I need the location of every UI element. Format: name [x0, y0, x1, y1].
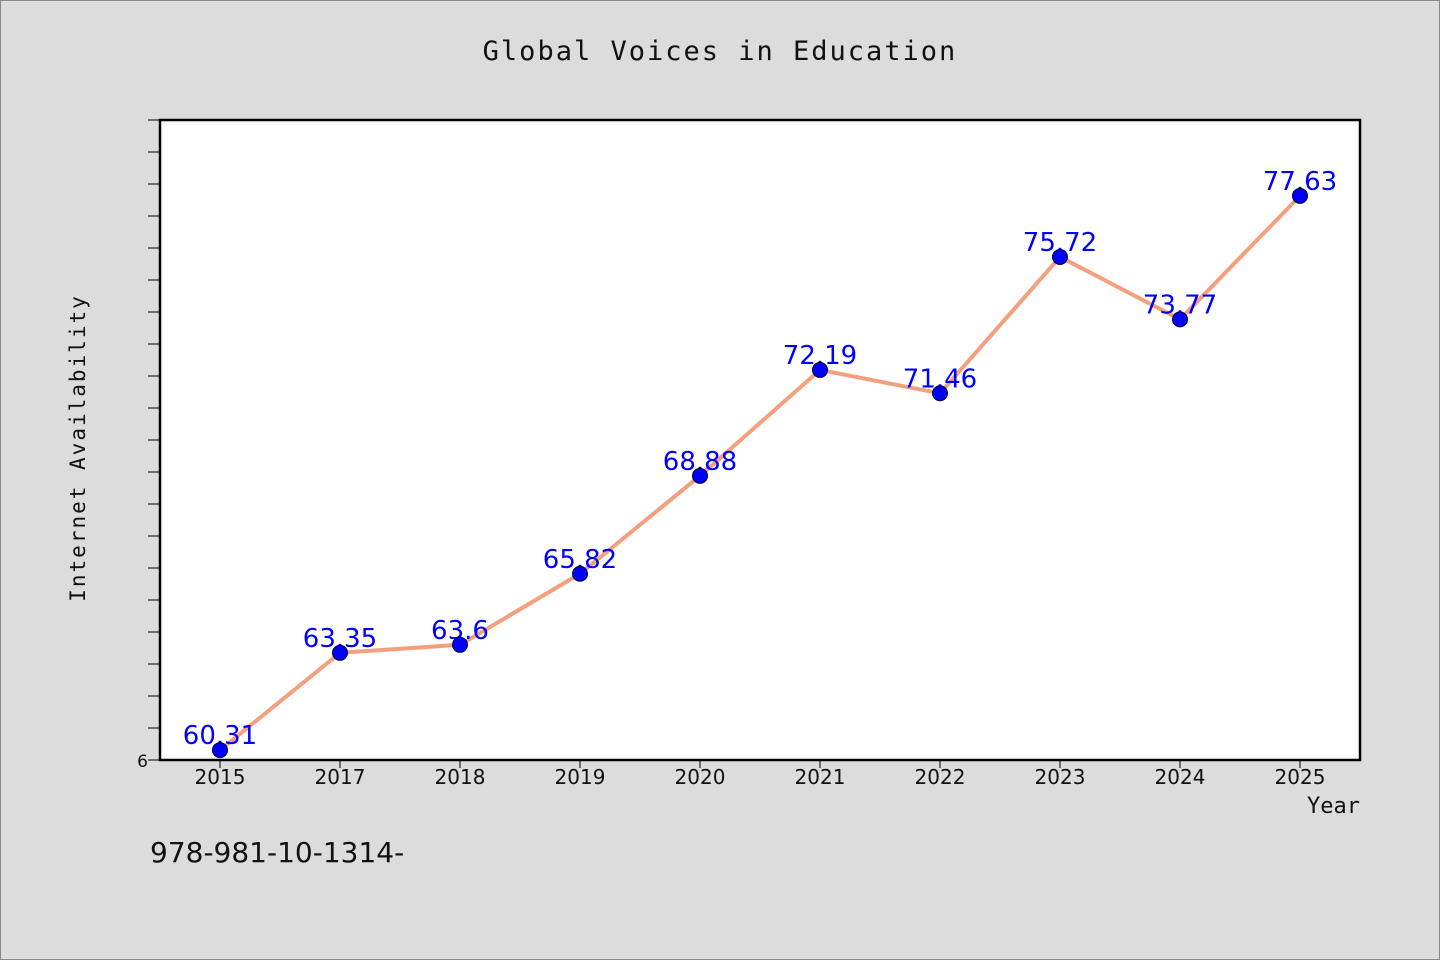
series-line [218, 194, 1302, 752]
data-point [932, 385, 948, 402]
data-point [572, 565, 588, 582]
x-tick-label: 2024 [1155, 765, 1206, 789]
x-tick-label: 2017 [315, 765, 366, 789]
data-point [812, 361, 828, 378]
x-tick-label: 2023 [1035, 765, 1086, 789]
x-tick-label: 2019 [555, 765, 606, 789]
data-point [1172, 311, 1188, 328]
x-tick-label: 2021 [795, 765, 846, 789]
plot-area [160, 120, 1360, 760]
x-tick-label: 2022 [915, 765, 966, 789]
x-tick-label: 2020 [675, 765, 726, 789]
chart-title: Global Voices in Education [482, 36, 958, 67]
y-tick-label: 6 [137, 752, 148, 772]
data-point [332, 644, 348, 661]
data-point [212, 742, 228, 759]
data-point [452, 636, 468, 653]
x-tick-label: 2025 [1275, 765, 1326, 789]
data-point [1052, 248, 1068, 265]
data-point [692, 467, 708, 484]
data-point [1292, 187, 1308, 204]
x-tick-label: 2018 [435, 765, 486, 789]
x-tick-label: 2015 [195, 765, 246, 789]
footer-code: 978-981-10-1314- [150, 836, 405, 869]
plot-border [158, 118, 1362, 762]
x-axis-label: Year [1307, 794, 1360, 819]
